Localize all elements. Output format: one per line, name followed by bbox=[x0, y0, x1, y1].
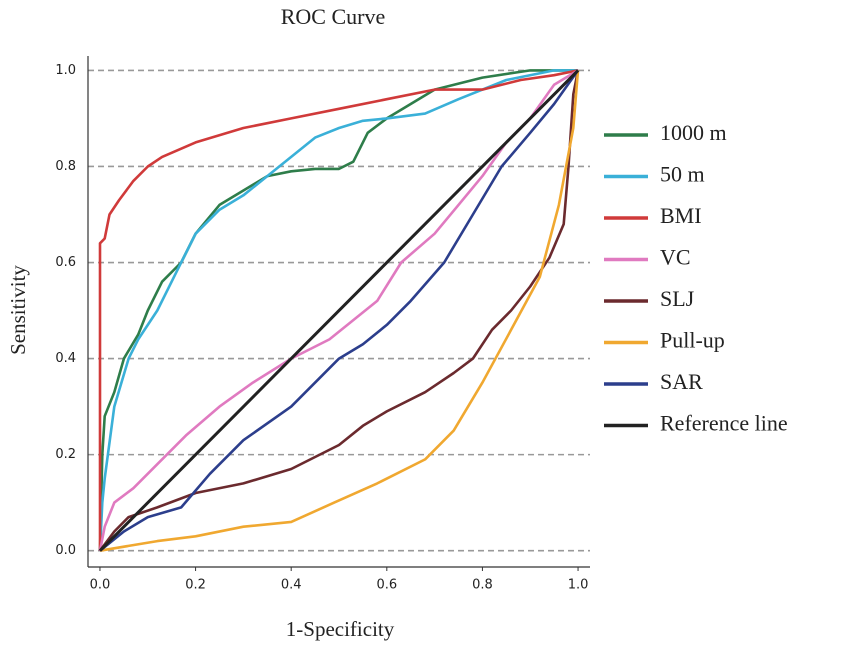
y-tick-label: 0.8 bbox=[55, 159, 76, 174]
roc-line bbox=[98, 69, 578, 551]
chart-title: ROC Curve bbox=[281, 4, 386, 29]
y-tick-label: 1.0 bbox=[55, 63, 76, 78]
x-tick-label: 0.4 bbox=[281, 578, 302, 593]
legend-label: Pull-up bbox=[660, 328, 725, 353]
y-tick-label: 0.2 bbox=[55, 447, 76, 462]
legend-label: SAR bbox=[660, 369, 703, 394]
y-tick-label: 0.0 bbox=[55, 543, 76, 558]
roc-line bbox=[98, 69, 579, 551]
y-tick-label: 0.4 bbox=[55, 351, 76, 366]
roc-line bbox=[98, 70, 580, 552]
y-axis-label: Sensitivity bbox=[6, 265, 30, 355]
x-tick-label: 0.8 bbox=[472, 578, 493, 593]
legend-label: VC bbox=[660, 245, 691, 270]
x-axis-label: 1-Specificity bbox=[286, 617, 395, 641]
x-tick-label: 0.0 bbox=[90, 578, 111, 593]
legend-label: SLJ bbox=[660, 286, 695, 311]
x-tick-label: 0.2 bbox=[185, 578, 206, 593]
legend-label: BMI bbox=[660, 203, 702, 228]
roc-line bbox=[99, 70, 580, 552]
x-tick-label: 0.6 bbox=[376, 578, 397, 593]
legend-label: Reference line bbox=[660, 411, 788, 436]
legend-label: 50 m bbox=[660, 162, 705, 187]
legend-label: 1000 m bbox=[660, 120, 727, 145]
roc-line bbox=[98, 69, 580, 552]
roc-line bbox=[99, 69, 580, 552]
roc-line bbox=[98, 69, 578, 551]
x-tick-label: 1.0 bbox=[568, 578, 589, 593]
y-tick-label: 0.6 bbox=[55, 255, 76, 270]
